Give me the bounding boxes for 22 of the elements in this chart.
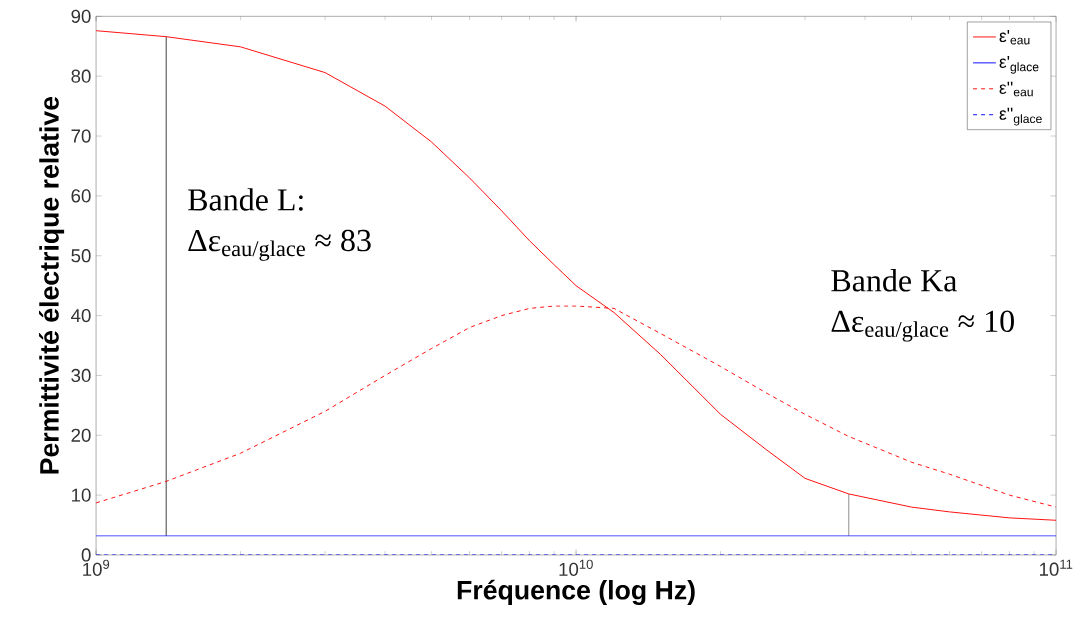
y-tick-label: 30 — [71, 368, 91, 383]
y-tick-label: 70 — [71, 129, 91, 143]
legend-label: ε''$_{glace}$ — [999, 107, 1042, 126]
x-tick-label: 10$^{11}$ — [1039, 559, 1073, 576]
y-tick-label: 60 — [71, 189, 91, 203]
y-tick-label: 20 — [71, 428, 91, 442]
y-tick-label: 10 — [72, 488, 91, 502]
y-tick-label: 80 — [71, 69, 91, 83]
legend-label: ε'$_{glace}$ — [999, 55, 1039, 74]
y-tick-label: 90 — [71, 9, 91, 23]
x-axis-title: Fréquence (log Hz) — [457, 579, 695, 605]
y-axis-title: Permittivité électrique relative — [39, 96, 65, 474]
legend-label: ε''$_{eau}$ — [999, 81, 1033, 97]
annotation: Bande L: — [188, 188, 303, 211]
annotation: Bande Ka — [831, 269, 957, 292]
y-tick-label: 40 — [71, 308, 91, 323]
y-tick-label: 0 — [81, 548, 91, 562]
x-tick-label: 10$^{10}$ — [559, 559, 593, 576]
y-tick-label: 50 — [71, 249, 91, 263]
annotation: Δε$_{eau/glace}$ ≈ 83 — [188, 229, 371, 261]
legend-label: ε'$_{eau}$ — [999, 29, 1030, 45]
annotation: Δε$_{eau/glace}$ ≈ 10 — [831, 310, 1014, 342]
